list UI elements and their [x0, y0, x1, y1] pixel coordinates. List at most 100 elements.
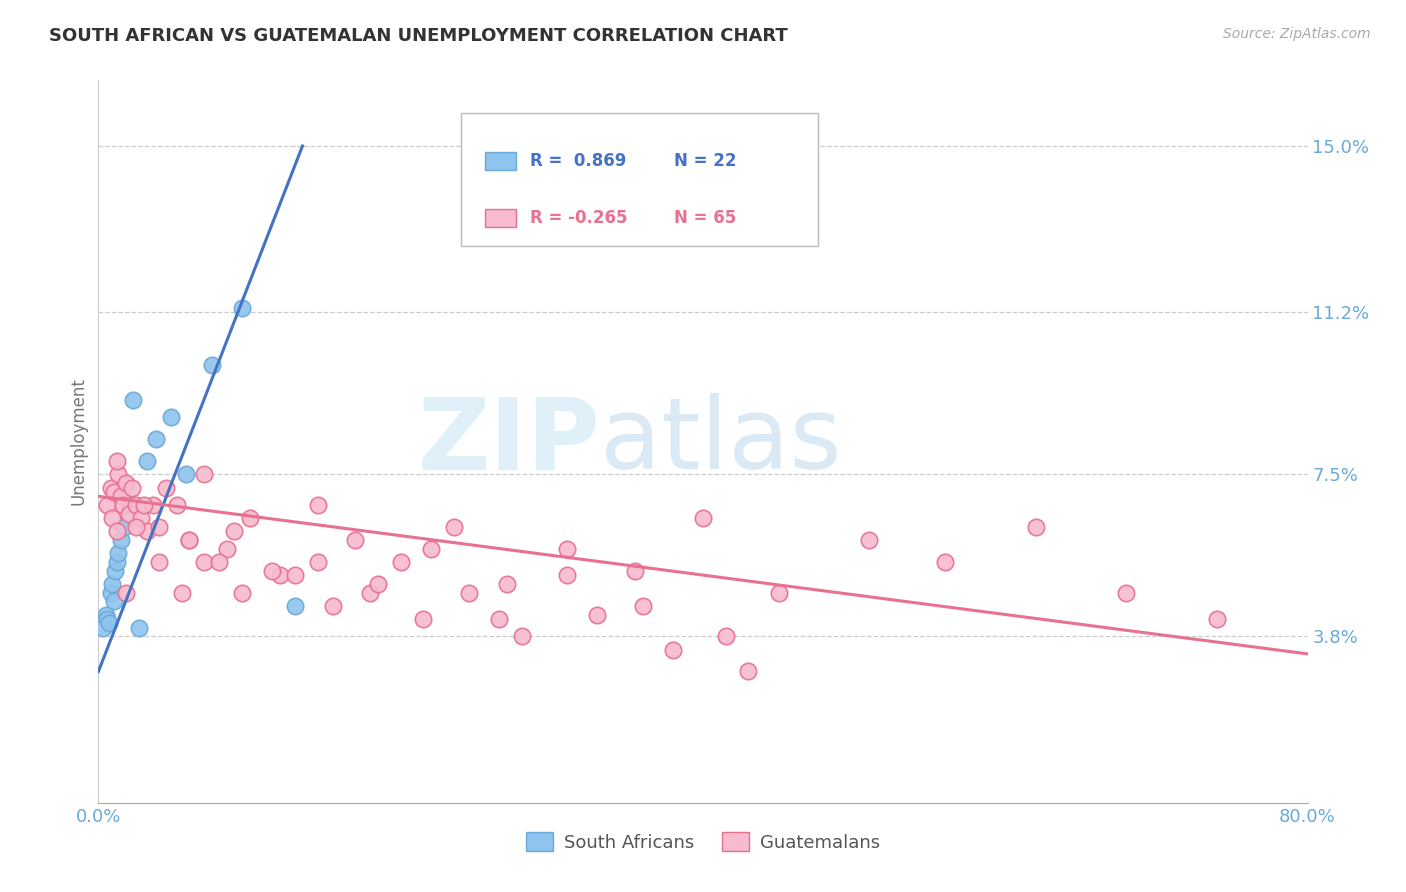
Point: [128, 621, 150, 635]
Point: [269, 568, 291, 582]
Point: [692, 511, 714, 525]
Point: [360, 585, 382, 599]
Point: [96, 612, 118, 626]
Point: [858, 533, 880, 547]
Text: N = 22: N = 22: [673, 152, 737, 169]
FancyBboxPatch shape: [485, 152, 516, 169]
Point: [224, 524, 246, 539]
Text: N = 65: N = 65: [673, 209, 737, 227]
Point: [389, 555, 412, 569]
Point: [155, 481, 177, 495]
Point: [457, 585, 479, 599]
Point: [174, 467, 197, 482]
Point: [555, 568, 578, 582]
Point: [103, 484, 125, 499]
Point: [239, 511, 262, 525]
Point: [231, 585, 253, 599]
Point: [148, 555, 170, 569]
Legend: South Africans, Guatemalans: South Africans, Guatemalans: [519, 825, 887, 859]
Point: [96, 498, 118, 512]
Point: [768, 585, 790, 599]
Text: Source: ZipAtlas.com: Source: ZipAtlas.com: [1223, 27, 1371, 41]
Point: [100, 585, 122, 599]
Point: [307, 498, 329, 512]
Point: [129, 511, 152, 525]
Text: atlas: atlas: [600, 393, 842, 490]
Point: [135, 454, 157, 468]
Point: [125, 520, 148, 534]
Point: [160, 410, 183, 425]
Point: [121, 481, 143, 495]
Y-axis label: Unemployment: Unemployment: [69, 377, 87, 506]
Point: [215, 541, 238, 556]
Point: [737, 665, 759, 679]
Point: [586, 607, 609, 622]
Point: [132, 498, 155, 512]
Text: R = -0.265: R = -0.265: [530, 209, 627, 227]
Text: ZIP: ZIP: [418, 393, 600, 490]
Point: [420, 541, 443, 556]
Point: [201, 358, 224, 372]
Point: [114, 476, 136, 491]
Point: [145, 433, 167, 447]
Point: [367, 577, 389, 591]
Point: [103, 594, 125, 608]
Point: [94, 607, 117, 622]
Point: [208, 555, 231, 569]
Point: [284, 599, 307, 613]
Point: [166, 498, 188, 512]
Point: [110, 533, 132, 547]
Text: R =  0.869: R = 0.869: [530, 152, 627, 169]
Point: [142, 498, 165, 512]
Point: [104, 564, 127, 578]
Point: [307, 555, 329, 569]
Point: [122, 392, 145, 407]
Point: [125, 498, 148, 512]
Point: [118, 507, 141, 521]
Point: [714, 629, 737, 643]
Point: [98, 616, 121, 631]
Point: [631, 599, 654, 613]
Point: [193, 555, 215, 569]
Point: [443, 520, 465, 534]
Point: [495, 577, 517, 591]
Point: [488, 612, 510, 626]
Point: [193, 467, 215, 482]
Point: [412, 612, 434, 626]
Point: [118, 498, 141, 512]
Point: [105, 454, 128, 468]
Point: [179, 533, 201, 547]
Point: [262, 564, 284, 578]
Point: [934, 555, 956, 569]
Point: [1024, 520, 1046, 534]
Point: [105, 524, 128, 539]
Point: [322, 599, 344, 613]
Point: [344, 533, 367, 547]
Point: [510, 629, 533, 643]
Point: [100, 481, 122, 495]
Point: [111, 498, 134, 512]
Point: [170, 585, 193, 599]
Point: [624, 564, 647, 578]
Point: [555, 541, 578, 556]
Point: [110, 489, 132, 503]
Point: [114, 585, 136, 599]
Point: [107, 467, 129, 482]
Text: SOUTH AFRICAN VS GUATEMALAN UNEMPLOYMENT CORRELATION CHART: SOUTH AFRICAN VS GUATEMALAN UNEMPLOYMENT…: [49, 27, 787, 45]
Point: [1206, 612, 1229, 626]
Point: [661, 642, 683, 657]
Point: [148, 520, 170, 534]
Point: [112, 520, 135, 534]
Point: [107, 546, 129, 560]
Point: [91, 621, 114, 635]
Point: [101, 577, 124, 591]
FancyBboxPatch shape: [461, 112, 818, 246]
Point: [231, 301, 253, 315]
Point: [101, 511, 124, 525]
FancyBboxPatch shape: [485, 209, 516, 227]
Point: [105, 555, 128, 569]
Point: [284, 568, 307, 582]
Point: [1115, 585, 1137, 599]
Point: [135, 524, 157, 539]
Point: [179, 533, 201, 547]
